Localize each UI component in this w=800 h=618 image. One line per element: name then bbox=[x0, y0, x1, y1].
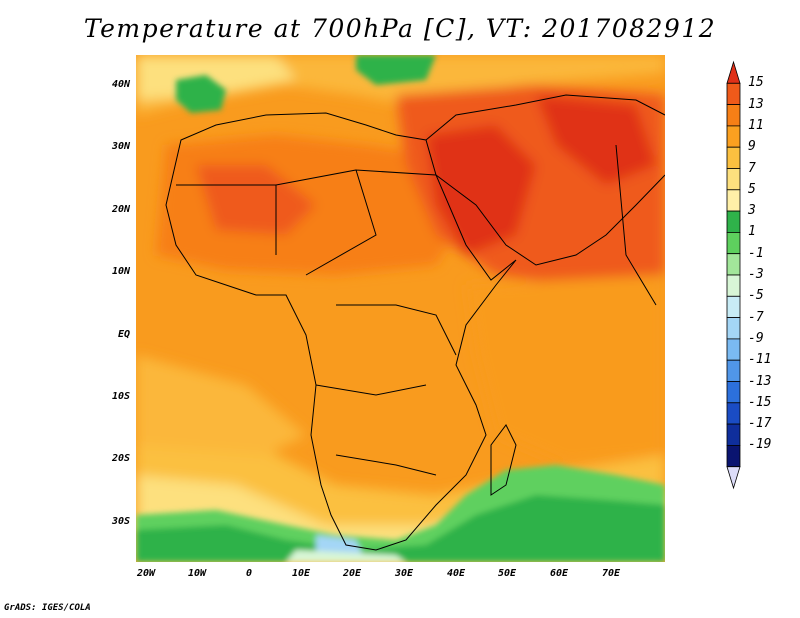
grads-credit: GrADS: IGES/COLA bbox=[4, 603, 91, 613]
colorbar-label: -17 bbox=[748, 416, 772, 432]
colorbar-label: -1 bbox=[748, 245, 764, 261]
colorbar-label: -7 bbox=[748, 309, 764, 325]
colorbar-label: 9 bbox=[748, 139, 756, 155]
colorbar-swatch bbox=[726, 168, 741, 191]
lat-label-20n: 20N bbox=[111, 204, 130, 215]
colorbar-swatch bbox=[726, 146, 741, 169]
lon-label-60e: 60E bbox=[549, 568, 569, 579]
lat-label-40n: 40N bbox=[111, 79, 130, 90]
colorbar-label: -11 bbox=[748, 352, 772, 368]
lon-label-50e: 50E bbox=[497, 568, 517, 579]
colorbar-swatch bbox=[726, 274, 741, 297]
colorbar-swatch bbox=[726, 125, 741, 148]
colorbar-label: 11 bbox=[748, 117, 764, 133]
colorbar-swatch bbox=[726, 317, 741, 340]
colorbar-swatch bbox=[726, 444, 741, 468]
colorbar-swatch bbox=[726, 402, 741, 425]
colorbar-label: 5 bbox=[748, 181, 756, 197]
colorbar-top-triangle bbox=[726, 60, 741, 84]
colorbar-swatch bbox=[726, 253, 741, 276]
lon-label-70e: 70E bbox=[601, 568, 621, 579]
colorbar-bottom-triangle bbox=[726, 466, 741, 490]
temperature-map bbox=[136, 55, 665, 562]
colorbar-label: -3 bbox=[748, 267, 764, 282]
colorbar-swatch bbox=[726, 231, 741, 255]
coastlines bbox=[165, 94, 665, 551]
colorbar-label: 3 bbox=[748, 203, 756, 219]
colorbar-label: -13 bbox=[748, 373, 772, 389]
colorbar-swatch bbox=[726, 295, 741, 318]
colorbar-swatch bbox=[726, 338, 741, 361]
lon-label-10w: 10W bbox=[187, 568, 207, 579]
lat-label-20s: 20S bbox=[111, 453, 130, 464]
colorbar-label: -5 bbox=[748, 288, 764, 304]
colorbar-swatch bbox=[726, 189, 741, 212]
colorbar-label: -9 bbox=[748, 330, 764, 346]
colorbar-label: 13 bbox=[748, 96, 764, 112]
colorbar-label: -15 bbox=[748, 394, 772, 410]
lon-label-20e: 20E bbox=[342, 568, 362, 579]
colorbar-swatch bbox=[726, 381, 741, 404]
lat-label-eq: EQ bbox=[117, 329, 130, 340]
colorbar-label: 1 bbox=[748, 224, 756, 240]
map-title: Temperature at 700hPa [C], VT: 201708291… bbox=[83, 14, 717, 43]
lon-label-10e: 10E bbox=[291, 568, 311, 579]
colorbar-label: -19 bbox=[748, 437, 772, 453]
lat-label-10n: 10N bbox=[111, 266, 130, 277]
lat-label-10s: 10S bbox=[111, 391, 130, 402]
lon-label-0: 0 bbox=[245, 568, 253, 579]
lon-label-20w: 20W bbox=[136, 568, 156, 579]
colorbar-swatch bbox=[726, 359, 741, 382]
colorbar-swatch bbox=[726, 210, 741, 233]
colorbar-label: 7 bbox=[748, 160, 756, 176]
colorbar-swatch bbox=[726, 423, 741, 446]
colorbar-label: 15 bbox=[748, 75, 764, 91]
colorbar-swatch bbox=[726, 104, 741, 127]
colorbar-swatch bbox=[726, 82, 741, 106]
lon-label-30e: 30E bbox=[394, 568, 414, 579]
lon-label-40e: 40E bbox=[446, 568, 466, 579]
lat-label-30n: 30N bbox=[111, 141, 130, 152]
lat-label-30s: 30S bbox=[111, 516, 130, 527]
